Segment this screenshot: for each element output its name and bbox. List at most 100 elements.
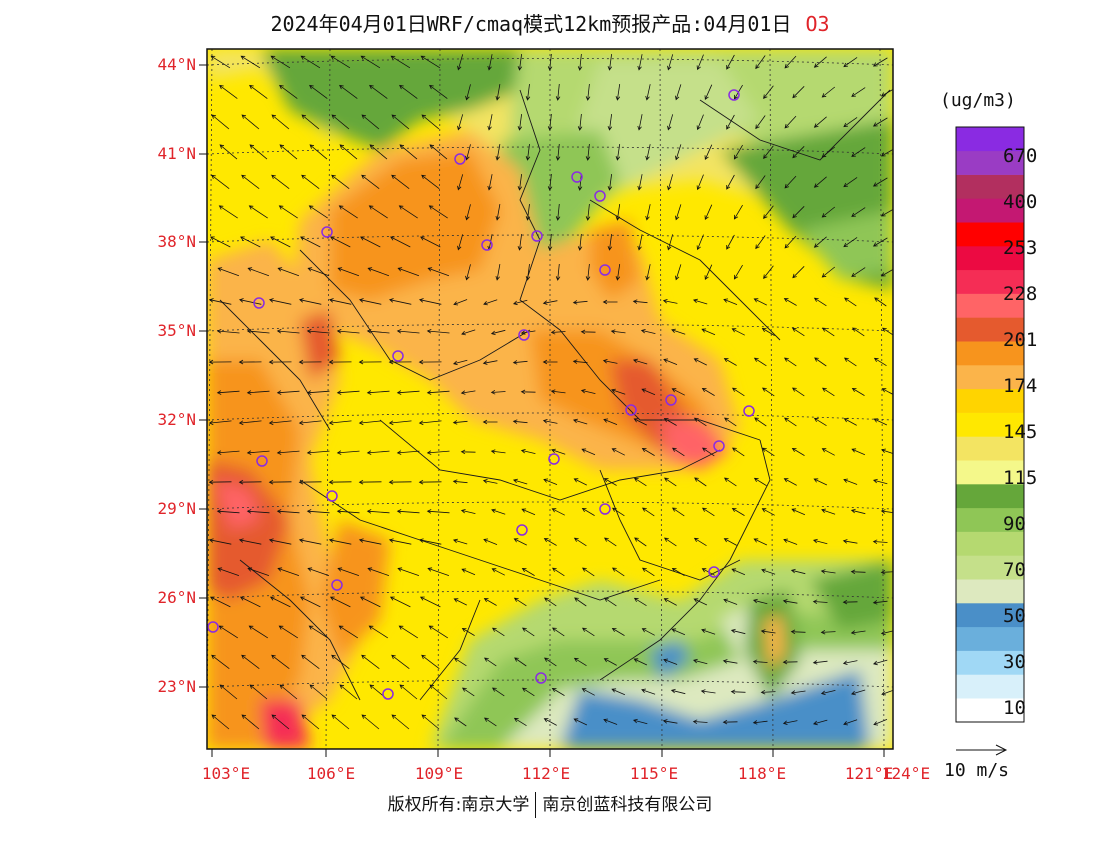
wind-arrow [241,174,260,190]
wind-arrow [337,567,360,576]
wind-arrow [210,236,231,248]
wind-arrow [271,714,290,730]
wind-arrow [633,477,647,487]
wind-arrow [331,174,350,190]
wind-arrow [872,600,888,605]
wind-arrow [249,84,268,99]
wind-arrow [336,390,360,395]
wind-arrow [842,660,858,665]
wind-arrow [331,714,350,730]
wind-arrow [603,478,617,486]
wind-arrow [663,598,677,606]
wind-arrow [726,114,735,130]
wind-arrow [465,84,471,101]
wind-arrow [360,236,381,248]
wind-arrow [358,298,382,305]
legend-swatch [956,222,1024,247]
wind-arrow [270,55,291,69]
wind-arrow [792,146,805,159]
wind-arrow [671,628,686,636]
wind-arrow [514,657,527,667]
wind-arrow [611,448,625,456]
wind-arrow [268,298,292,305]
wind-arrow [208,359,232,365]
wind-arrow [367,567,390,576]
wind-arrow [723,477,737,487]
wind-arrow [790,690,806,695]
wind-arrow [851,207,866,217]
wind-arrow [667,54,674,71]
wind-arrow [704,144,713,161]
wind-arrow [268,420,292,426]
wind-arrow [581,507,595,516]
wind-arrow [603,418,618,425]
legend-swatch [956,246,1024,271]
wind-arrow [850,630,866,635]
wind-arrow [429,144,448,160]
wind-arrow [298,420,322,426]
wind-arrow [880,630,893,636]
wind-arrow [821,206,836,218]
wind-arrow [662,299,678,304]
wind-arrow [241,654,260,670]
wind-arrow [547,53,553,71]
legend-swatch [956,460,1024,485]
wind-arrow [390,55,411,69]
wind-arrow [662,719,678,724]
wind-arrow [420,236,441,248]
wind-arrow [761,327,775,336]
wind-arrow [465,204,471,221]
wind-arrow [812,660,828,665]
wind-arrow [483,717,497,727]
wind-arrow [426,329,450,334]
wind-arrow [645,84,651,101]
wind-arrow [525,84,531,101]
wind-arrow [641,507,655,517]
wind-arrow [483,598,497,606]
wind-arrow [723,598,738,605]
wind-arrow [211,714,230,730]
wind-arrow [821,146,836,158]
wind-arrow [723,538,737,546]
wind-arrow [696,54,704,71]
wind-arrow [730,628,746,635]
wind-arrow [336,509,360,514]
wind-arrow [851,689,866,696]
legend-swatch [956,317,1024,342]
legend-swatch [956,650,1024,675]
wind-arrow [791,447,805,456]
wind-arrow [457,174,464,191]
wind-arrow [517,234,523,251]
wind-arrow [573,718,588,726]
wind-arrow [521,687,535,697]
wind-arrow [603,597,617,607]
legend-label-174: 174 [1003,375,1038,397]
wind-arrow [298,479,322,485]
wind-arrow [641,628,655,636]
lon-label-115: 115°E [629,764,679,783]
wind-arrow [328,420,352,426]
wind-arrow [219,144,238,160]
wind-arrow [491,687,505,697]
wind-arrow [784,55,797,69]
wind-arrow [339,84,358,99]
axis-ticks [199,64,885,757]
wind-arrow [216,509,240,514]
wind-arrow [820,690,836,696]
wind-arrow [722,659,738,664]
wind-arrow [521,508,536,516]
wind-arrow [461,329,476,336]
wind-arrow [329,596,351,608]
wind-arrow [338,205,358,219]
wind-arrow [521,567,535,576]
wind-arrow [821,266,836,278]
wind-arrow [675,144,682,161]
wind-arrow [851,327,865,337]
wind-arrow [246,329,270,334]
wind-arrow [820,569,836,574]
wind-arrow [399,144,418,160]
wind-arrow [880,208,893,217]
wind-arrow [704,84,713,101]
wind-arrow [361,114,380,130]
wind-arrow [512,299,528,306]
